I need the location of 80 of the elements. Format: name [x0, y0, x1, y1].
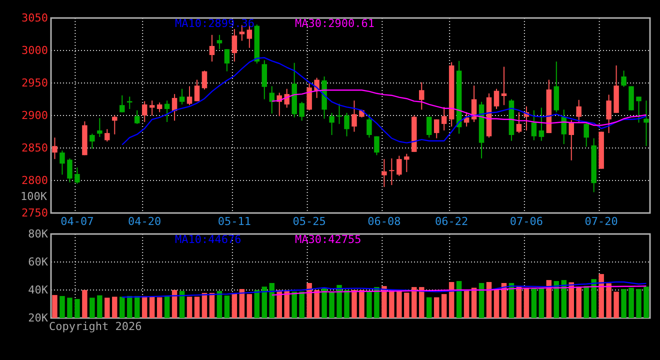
x-tick-label: 06-22	[435, 215, 468, 228]
text: 100K	[20, 190, 48, 203]
candlestick	[382, 158, 387, 188]
candlestick	[621, 70, 626, 88]
text: Copyright 2026	[49, 320, 142, 333]
x-tick-label: 04-20	[128, 215, 162, 228]
candlestick	[584, 122, 589, 148]
y-tick-label: 2950	[22, 76, 48, 90]
candlestick	[396, 155, 402, 176]
candlestick	[336, 103, 342, 124]
candlestick	[644, 100, 649, 147]
candlestick	[306, 83, 312, 111]
candlestick	[636, 96, 642, 124]
candlestick	[576, 99, 582, 122]
candlestick	[352, 100, 357, 132]
candlestick	[186, 86, 192, 106]
x-tick-label: 05-11	[218, 215, 252, 228]
candlestick	[97, 118, 102, 138]
x-tick-label: 06-08	[368, 215, 401, 228]
candlestick	[232, 28, 238, 62]
candlestick	[501, 66, 507, 106]
y-tick-label: 2900	[22, 109, 48, 122]
candlestick	[134, 110, 140, 124]
candlestick	[60, 150, 65, 176]
candlestick	[329, 112, 334, 136]
candlestick	[120, 94, 125, 113]
y-tick-label: 20K	[28, 312, 48, 325]
line-series	[122, 57, 647, 146]
candlestick	[344, 112, 350, 137]
candlestick	[299, 101, 304, 122]
candlestick	[441, 106, 447, 131]
candlestick	[494, 88, 500, 110]
y-tick-label: 3050	[22, 12, 48, 25]
candlestick	[74, 167, 80, 184]
candlestick	[216, 34, 222, 50]
candlestick	[262, 60, 268, 100]
candlestick	[142, 100, 148, 122]
candlestick	[104, 128, 110, 142]
candlestick	[194, 79, 200, 102]
candlestick	[112, 115, 118, 135]
y-tick-label: 2750	[22, 206, 48, 220]
candlestick	[426, 116, 432, 138]
candlestick	[156, 102, 162, 113]
y-tick-label: 60K	[28, 256, 48, 269]
candlestick	[164, 100, 170, 122]
candlestick	[90, 133, 95, 150]
y-tick-label: 40K	[28, 284, 48, 297]
candlestick	[284, 88, 290, 108]
candlestick	[127, 96, 132, 110]
x-tick-label: 07-20	[584, 215, 618, 228]
candlestick	[374, 136, 380, 156]
x-tick-label: 04-07	[60, 215, 94, 228]
candlestick	[404, 153, 410, 173]
candlestick	[52, 137, 58, 160]
candlestick	[209, 34, 215, 62]
candlestick	[149, 100, 155, 116]
candlestick	[516, 112, 522, 134]
candlestick	[606, 94, 612, 134]
text: MA30:42755	[295, 233, 362, 246]
text: MA30:2900.61	[295, 17, 374, 30]
y-tick-label: 2850	[22, 142, 48, 155]
candlestick	[389, 158, 394, 186]
candlestick	[366, 114, 372, 138]
line-series	[271, 285, 647, 296]
candlestick	[434, 118, 440, 139]
candlestick	[538, 107, 544, 142]
y-tick-label: 2800	[22, 174, 48, 188]
candlestick	[67, 158, 72, 183]
y-tick-label: 3000	[22, 44, 48, 58]
candlestick	[531, 110, 537, 141]
text: MA10:2899.36	[175, 17, 254, 30]
line-series	[122, 281, 647, 298]
text: MA10:44676	[175, 233, 242, 246]
x-tick-label: 05-25	[292, 215, 326, 228]
candlestick	[419, 82, 424, 110]
candlestick	[202, 70, 208, 90]
y-tick-label: 80K	[28, 228, 48, 241]
candlestick	[224, 48, 230, 72]
x-tick-label: 07-06	[510, 215, 544, 228]
candlestick	[179, 88, 185, 105]
